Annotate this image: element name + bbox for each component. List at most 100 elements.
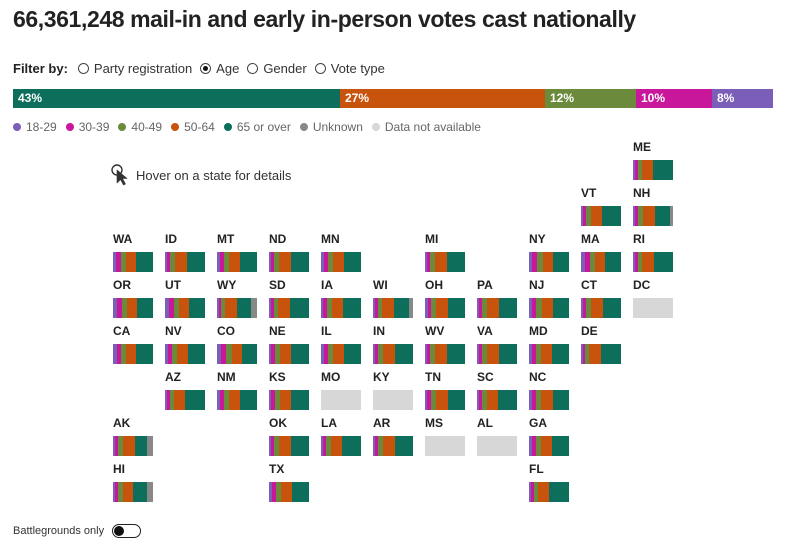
state-tile-va[interactable]: VA (477, 324, 517, 364)
state-tile-dc[interactable]: DC (633, 278, 673, 318)
state-bar-segment-18-29 (321, 252, 324, 272)
state-tile-oh[interactable]: OH (425, 278, 465, 318)
radio-icon[interactable] (314, 62, 326, 74)
state-tile-ri[interactable]: RI (633, 232, 673, 272)
state-tile-il[interactable]: IL (321, 324, 361, 364)
state-tile-nd[interactable]: ND (269, 232, 309, 272)
state-tile-nj[interactable]: NJ (529, 278, 569, 318)
state-tile-ak[interactable]: AK (113, 416, 153, 456)
state-tile-in[interactable]: IN (373, 324, 413, 364)
state-bar-segment-18-29 (529, 252, 532, 272)
legend-label: Unknown (312, 120, 363, 134)
state-bar-segment-40-49 (224, 252, 229, 272)
legend-label: 40-49 (131, 120, 163, 134)
state-tile-md[interactable]: MD (529, 324, 569, 364)
state-tile-al[interactable]: AL (477, 416, 517, 456)
state-bar-segment-50-64 (332, 298, 343, 318)
national-bar-segment-50-64: 27% (340, 89, 545, 108)
state-tile-ks[interactable]: KS (269, 370, 309, 410)
state-bar (165, 344, 205, 364)
state-bar-segment-40-49 (118, 436, 123, 456)
state-tile-nh[interactable]: NH (633, 186, 673, 226)
state-bar-segment-30-39 (532, 436, 536, 456)
legend-item-40-49: 40-49 (118, 120, 162, 134)
state-tile-la[interactable]: LA (321, 416, 361, 456)
state-bar-segment-40-49 (430, 252, 435, 272)
state-tile-ny[interactable]: NY (529, 232, 569, 272)
state-bar-segment-30-39 (271, 252, 274, 272)
state-bar-segment-30-39 (583, 298, 586, 318)
state-tile-or[interactable]: OR (113, 278, 153, 318)
state-tile-fl[interactable]: FL (529, 462, 569, 502)
state-tile-mt[interactable]: MT (217, 232, 257, 272)
state-tile-tn[interactable]: TN (425, 370, 465, 410)
legend-dot-icon (371, 123, 380, 131)
state-tile-wa[interactable]: WA (113, 232, 153, 272)
state-bar-segment-unknown (147, 436, 153, 456)
state-tile-vt[interactable]: VT (581, 186, 621, 226)
state-bar (633, 160, 673, 180)
state-bar-segment-18-29 (633, 160, 635, 180)
state-bar-segment-50-64 (333, 344, 344, 364)
state-tile-me[interactable]: ME (633, 140, 673, 180)
state-tile-ct[interactable]: CT (581, 278, 621, 318)
state-tile-mo[interactable]: MO (321, 370, 361, 410)
state-tile-ut[interactable]: UT (165, 278, 205, 318)
state-tile-ne[interactable]: NE (269, 324, 309, 364)
state-tile-ok[interactable]: OK (269, 416, 309, 456)
state-bar-segment-30-39 (271, 390, 275, 410)
state-bar-segment-18-29 (477, 390, 479, 410)
state-tile-ma[interactable]: MA (581, 232, 621, 272)
state-tile-id[interactable]: ID (165, 232, 205, 272)
state-tile-ga[interactable]: GA (529, 416, 569, 456)
battlegrounds-switch[interactable] (112, 524, 142, 538)
state-tile-ca[interactable]: CA (113, 324, 153, 364)
state-tile-ia[interactable]: IA (321, 278, 361, 318)
radio-selected-icon[interactable] (200, 62, 212, 74)
state-tile-az[interactable]: AZ (165, 370, 205, 410)
state-bar-segment-65-or-over (603, 298, 621, 318)
state-tile-wi[interactable]: WI (373, 278, 413, 318)
state-bar-segment-40-49 (537, 252, 543, 272)
state-tile-tx[interactable]: TX (269, 462, 309, 502)
state-tile-mn[interactable]: MN (321, 232, 361, 272)
state-bar-segment-65-or-over (448, 390, 465, 410)
state-tile-ar[interactable]: AR (373, 416, 413, 456)
state-abbr: NY (529, 232, 546, 246)
state-tile-wy[interactable]: WY (217, 278, 257, 318)
state-tile-nc[interactable]: NC (529, 370, 569, 410)
filter-option-party-registration[interactable]: Party registration (77, 61, 192, 76)
filter-option-age[interactable]: Age (200, 61, 239, 76)
state-tile-de[interactable]: DE (581, 324, 621, 364)
state-tile-nm[interactable]: NM (217, 370, 257, 410)
state-bar-segment-65-or-over (291, 436, 309, 456)
filter-option-vote-type[interactable]: Vote type (314, 61, 385, 76)
state-tile-nv[interactable]: NV (165, 324, 205, 364)
state-bar-segment-50-64 (383, 344, 395, 364)
state-tile-ky[interactable]: KY (373, 370, 413, 410)
state-bar-segment-18-29 (269, 390, 271, 410)
state-abbr: SD (269, 278, 286, 292)
state-tile-ms[interactable]: MS (425, 416, 465, 456)
state-bar-segment-30-39 (479, 298, 482, 318)
state-bar (113, 344, 153, 364)
radio-icon[interactable] (77, 62, 89, 74)
state-abbr: ND (269, 232, 287, 246)
state-bar-segment-30-39 (271, 344, 275, 364)
state-bar (269, 298, 309, 318)
state-bar-segment-18-29 (373, 344, 375, 364)
state-bar-segment-30-39 (324, 344, 328, 364)
national-bar-segment-65-or-over: 43% (13, 89, 340, 108)
state-tile-pa[interactable]: PA (477, 278, 517, 318)
state-tile-co[interactable]: CO (217, 324, 257, 364)
state-bar-segment-18-29 (581, 206, 583, 226)
state-tile-sc[interactable]: SC (477, 370, 517, 410)
state-abbr: MD (529, 324, 548, 338)
state-tile-sd[interactable]: SD (269, 278, 309, 318)
state-tile-hi[interactable]: HI (113, 462, 153, 502)
state-tile-wv[interactable]: WV (425, 324, 465, 364)
radio-icon[interactable] (247, 62, 259, 74)
state-tile-mi[interactable]: MI (425, 232, 465, 272)
filter-option-gender[interactable]: Gender (247, 61, 307, 76)
state-bar (425, 344, 465, 364)
